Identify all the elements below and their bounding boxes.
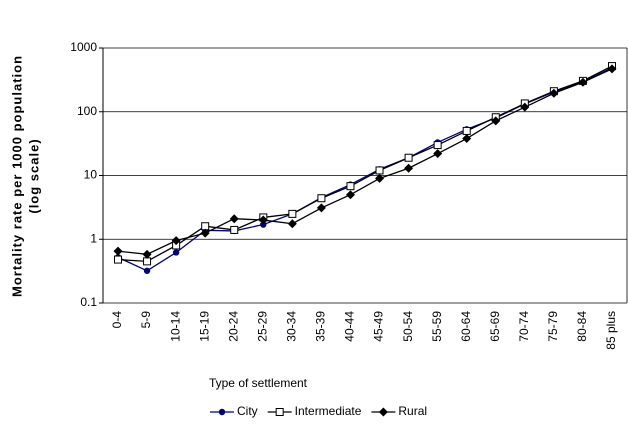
x-tick-label: 45-49 [372,311,386,342]
series-line [117,68,613,255]
marker [230,225,239,234]
marker [346,182,355,191]
marker [143,267,151,274]
marker [520,102,530,112]
marker [462,134,472,144]
marker [549,88,559,98]
x-tick-label: 50-54 [401,311,415,342]
x-tick-label: 80-84 [575,311,589,342]
legend-marker [275,408,284,416]
marker [172,249,180,256]
marker [404,163,414,173]
marker [113,246,123,256]
y-tick-label: 10 [84,168,98,182]
x-tick-label: 5-9 [139,311,153,329]
marker [229,214,239,224]
marker [317,194,326,203]
legend-marker [378,407,388,417]
marker [375,173,385,183]
x-tick-label: 65-69 [488,311,502,342]
x-tick-label: 60-64 [459,311,473,342]
x-tick-label: 70-74 [517,311,531,342]
marker [578,77,588,87]
x-tick-label: 40-44 [343,311,357,342]
x-tick-label: 55-59 [430,311,444,342]
x-tick-label: 75-79 [546,311,560,342]
y-tick-label: 1000 [70,40,97,54]
marker [433,149,443,159]
marker [375,166,384,175]
legend-label: City [237,404,258,418]
marker [142,249,152,259]
marker [288,209,297,218]
x-tick-label: 10-14 [168,311,182,342]
x-tick-label: 0-4 [110,311,124,329]
marker [433,141,442,150]
y-tick-label: 0.1 [80,295,97,309]
x-axis-label: Type of settlement [209,376,308,390]
marker [258,215,268,225]
y-tick-label: 1 [90,231,97,245]
y-axis-label: Mortality rate per 1000 population [9,55,24,297]
series-line [117,65,613,263]
marker [491,116,501,126]
x-tick-label: 25-29 [255,311,269,342]
legend-marker [218,408,226,416]
x-tick-label: 20-24 [226,311,240,342]
x-tick-label: 15-19 [197,311,211,342]
x-tick-label: 85 plus [604,311,618,350]
marker [114,255,122,264]
marker [462,126,471,135]
y-tick-label: 100 [77,104,97,118]
marker [200,228,210,238]
marker [287,219,297,229]
legend-label: Intermediate [295,404,362,418]
legend-label: Rural [398,404,427,418]
marker [404,153,413,162]
x-tick-label: 35-39 [314,311,328,342]
marker [607,64,617,74]
x-tick-label: 30-34 [285,311,299,342]
marker [316,203,326,213]
y-axis-label: (log scale) [26,138,41,213]
marker [171,236,181,246]
marker [345,190,355,200]
marker [143,257,152,266]
